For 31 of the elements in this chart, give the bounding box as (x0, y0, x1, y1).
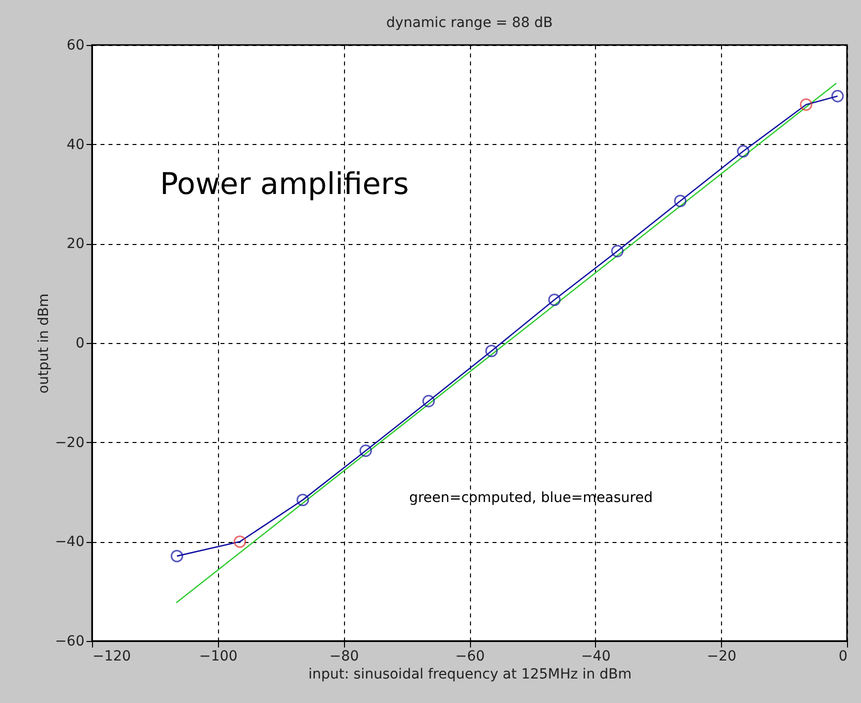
x-tick-label: −100 (199, 648, 238, 664)
point (611, 244, 624, 258)
point (674, 194, 686, 208)
y-tick-label: −40 (54, 534, 84, 550)
x-tick-label: −60 (455, 648, 485, 664)
x-tick-label: −20 (706, 648, 736, 664)
point (800, 98, 812, 111)
annotation: green=computed, blue=measured (409, 490, 653, 506)
x-tick-label: −120 (92, 648, 131, 664)
point (422, 394, 435, 408)
x-tick-label: −80 (329, 648, 359, 664)
chart-title: dynamic range = 88 dB (386, 15, 553, 31)
y-tick-label: 60 (66, 38, 84, 54)
y-tick-label: 20 (66, 236, 84, 252)
point (359, 444, 372, 457)
y-tick-label: −20 (54, 434, 84, 451)
x-axis-title: input: sinusoidal frequency at 125MHz in dBm (308, 666, 632, 682)
point (170, 550, 184, 562)
point (736, 145, 750, 158)
point (548, 294, 561, 306)
y-axis-title: output in dBm (36, 294, 52, 394)
point (485, 344, 498, 358)
point (234, 535, 246, 548)
point (296, 494, 309, 506)
annotation: Power amplifiers (160, 167, 409, 202)
y-tick-label: 40 (66, 136, 84, 153)
x-tick-label: −40 (581, 648, 611, 664)
y-tick-label: 0 (76, 336, 84, 352)
y-tick-label: −60 (54, 634, 84, 650)
point (831, 90, 844, 102)
x-tick-label: 0 (838, 648, 848, 664)
